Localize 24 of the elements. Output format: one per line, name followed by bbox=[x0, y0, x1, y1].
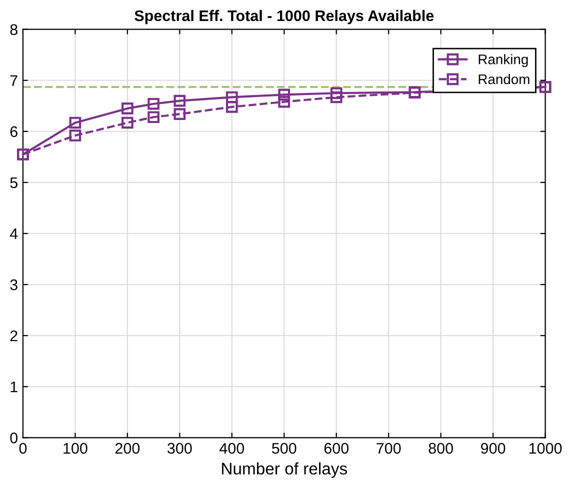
x-tick-label: 1000 bbox=[529, 442, 562, 454]
y-tick-label: 4 bbox=[10, 228, 18, 240]
y-tick-label: 1 bbox=[10, 382, 18, 392]
y-tick-label: 3 bbox=[10, 279, 18, 290]
x-tick-label: 800 bbox=[428, 442, 453, 454]
legend-label: Random bbox=[478, 74, 530, 84]
y-tick-label: 2 bbox=[10, 330, 18, 342]
x-tick-label: 0 bbox=[19, 442, 27, 454]
x-tick-label: 300 bbox=[168, 442, 192, 454]
x-tick-label: 400 bbox=[220, 442, 244, 454]
y-tick-label: 5 bbox=[10, 177, 18, 188]
y-tick-label: 0 bbox=[10, 432, 18, 444]
legend-label: Ranking bbox=[478, 54, 528, 68]
x-axis-title: Number of relays bbox=[222, 462, 347, 478]
y-tick-label: 8 bbox=[10, 24, 18, 36]
chart-title: Spectral Eff. Total - 1000 Relays Available bbox=[134, 10, 434, 24]
x-tick-label: 600 bbox=[324, 442, 349, 454]
x-tick-label: 700 bbox=[376, 442, 401, 454]
y-tick-label: 7 bbox=[10, 75, 18, 86]
x-tick-label: 900 bbox=[481, 442, 506, 454]
y-tick-label: 6 bbox=[10, 126, 18, 138]
x-tick-label: 500 bbox=[272, 442, 296, 454]
x-tick-label: 100 bbox=[64, 442, 88, 454]
x-tick-label: 200 bbox=[115, 442, 140, 454]
